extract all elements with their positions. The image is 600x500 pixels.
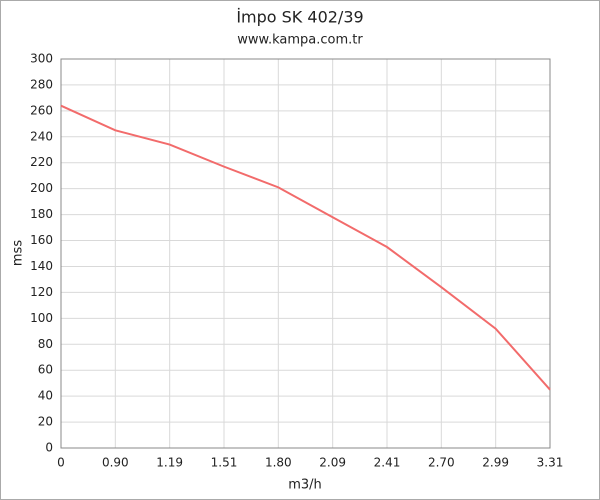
y-tick-label: 160 [30,233,53,247]
x-tick-label: 0 [57,456,65,470]
chart-subtitle: www.kampa.com.tr [237,33,363,48]
x-tick-label: 2.99 [482,456,509,470]
y-axis-label: mss [11,240,26,266]
y-tick-label: 20 [38,415,53,429]
y-tick-label: 120 [30,285,53,299]
y-tick-label: 280 [30,77,53,91]
y-tick-label: 200 [30,181,53,195]
x-tick-label: 1.80 [265,456,292,470]
y-tick-label: 0 [45,441,53,455]
y-tick-label: 100 [30,311,53,325]
line-series [60,104,551,391]
x-tick-label: 1.51 [211,456,238,470]
x-tick-label: 2.70 [428,456,455,470]
y-tick-label: 240 [30,129,53,143]
y-tick-label: 40 [38,389,53,403]
plot-border [60,58,551,449]
x-tick-label: 2.41 [374,456,401,470]
y-tick-label: 60 [38,363,53,377]
x-tick-label: 3.31 [537,456,564,470]
y-tick-label: 140 [30,259,53,273]
x-tick-label: 0.90 [102,456,129,470]
x-axis-label: m3/h [288,478,322,493]
y-tick-label: 220 [30,155,53,169]
y-tick-label: 260 [30,103,53,117]
x-tick-label: 1.19 [156,456,183,470]
chart-title: İmpo SK 402/39 [236,8,363,27]
y-tick-label: 300 [30,52,53,66]
y-tick-label: 80 [38,337,53,351]
y-tick-label: 180 [30,207,53,221]
x-tick-label: 2.09 [319,456,346,470]
